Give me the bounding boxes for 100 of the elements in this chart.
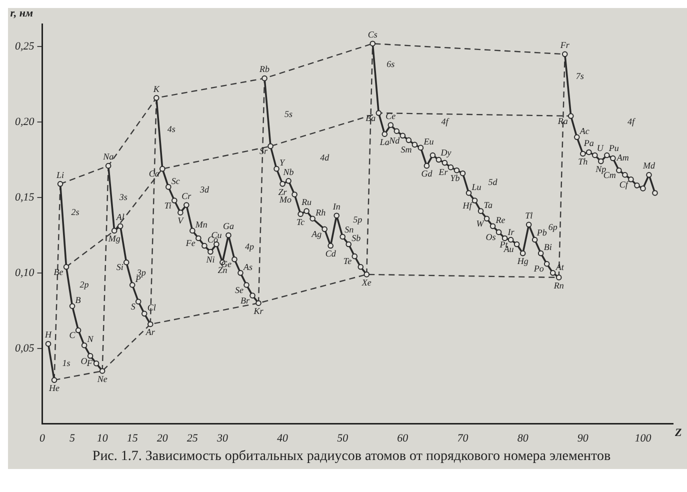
annotation: 3s [118, 192, 128, 202]
annotation: Na [102, 152, 114, 162]
annotation: Ca [148, 168, 160, 179]
annotation: Mg [107, 234, 121, 244]
annotation: Si [116, 262, 124, 272]
annotation: Fr [559, 40, 570, 50]
y-tick-label: 0,10 [15, 266, 35, 279]
annotation: 5p [353, 214, 363, 224]
annotation: Cr [182, 190, 192, 201]
x-tick-label: 10 [96, 432, 108, 444]
annotation: Re [494, 215, 506, 226]
annotation: K [152, 84, 160, 94]
annotation: 2s [71, 206, 80, 217]
annotation: Zr [278, 186, 288, 197]
annotation: Rn [552, 280, 564, 290]
annotation: H [44, 330, 52, 340]
annotation: Th [578, 156, 588, 167]
annotation: C [69, 330, 76, 340]
y-tick-label: 0,20 [15, 116, 35, 128]
annotation: Cd [325, 248, 336, 259]
annotation: Al [115, 212, 125, 222]
annotation: Ru [300, 196, 312, 207]
annotation: Nb [282, 166, 294, 177]
annotation: Gd [421, 168, 433, 179]
annotation: U [596, 143, 604, 154]
y-axis-title: r, нм [10, 7, 34, 20]
annotation: Cf [619, 179, 630, 190]
y-tick-label: 0,05 [15, 342, 35, 354]
x-tick-label: 15 [126, 432, 138, 444]
annotation: B [75, 294, 82, 305]
annotation: Ir [506, 227, 515, 238]
x-tick-label: 50 [337, 432, 349, 444]
y-tick-label: 0,15 [15, 191, 35, 204]
annotation: Te [343, 256, 352, 266]
annotation: 6s [386, 59, 396, 70]
annotation: Sb [352, 233, 362, 244]
annotation: V [178, 215, 185, 226]
annotation: 4f [627, 116, 636, 126]
annotation: Cl [147, 302, 156, 313]
annotation: Eu [422, 136, 434, 147]
annotation: Pb [536, 228, 548, 238]
annotation: Ce [386, 110, 396, 121]
annotation: Li [56, 170, 65, 180]
annotation: Ga [222, 221, 234, 232]
annotation: Ta [484, 200, 493, 210]
x-tick-label: 30 [216, 432, 228, 444]
annotation: Lu [470, 182, 482, 192]
annotation: 4d [320, 152, 330, 163]
annotation: 7s [576, 71, 584, 82]
annotation: La [378, 136, 390, 147]
annotation: Cs [368, 29, 378, 40]
annotation: Nd [388, 136, 400, 146]
x-axis-title: Z [674, 427, 682, 440]
annotation: N [86, 334, 94, 344]
annotation: Ra [556, 116, 568, 126]
annotation: In [332, 201, 341, 212]
annotation: Hf [462, 200, 474, 210]
annotation: F [86, 358, 93, 368]
annotation: At [554, 262, 564, 272]
annotation: Tc [296, 216, 305, 227]
annotation: Rb [258, 64, 270, 74]
x-tick-label: 80 [517, 432, 529, 444]
annotation: Po [532, 264, 544, 274]
annotation: Yb [450, 173, 460, 184]
annotation: Y [280, 158, 286, 168]
annotation: Sn [344, 224, 354, 235]
annotation: 3p [136, 267, 146, 278]
annotation: Dy [440, 148, 452, 158]
x-tick-label: 25 [186, 432, 198, 444]
annotation: Ni [205, 254, 216, 265]
annotation: Se [234, 284, 244, 295]
annotation: Ar [144, 327, 156, 338]
annotation: Ba [366, 112, 376, 123]
annotation: 4f [441, 116, 450, 126]
annotation: 6p [548, 222, 558, 232]
annotation: S [130, 301, 136, 312]
annotation: Kr [252, 306, 264, 316]
annotation: Os [486, 232, 496, 242]
annotation: Sm [400, 144, 412, 155]
annotation: Ag [310, 229, 322, 240]
annotation: 4s [167, 124, 176, 134]
annotation: Ac [578, 126, 590, 136]
annotation: W [476, 218, 486, 228]
x-tick-label: 0 [40, 432, 46, 444]
annotation: O [80, 356, 88, 366]
annotation: Bi [544, 242, 552, 252]
y-tick-label: 0,25 [15, 40, 35, 53]
annotation: Md [642, 160, 656, 171]
annotation: Sc [171, 176, 180, 186]
text: Рис. 1.7. Зависимость орбитальных радиусов атомов от порядкового номера элементов [91, 448, 612, 466]
annotation: Pa [582, 138, 594, 148]
annotation: He [48, 382, 60, 393]
annotation: Fe [184, 238, 196, 248]
x-tick-label: 90 [577, 432, 589, 444]
annotation: Tl [525, 210, 534, 221]
annotation: 5s [284, 108, 294, 119]
annotation: Hg [516, 256, 529, 266]
annotation: Pu [608, 143, 620, 154]
annotation: 4p [244, 242, 254, 252]
annotation: 3d [198, 184, 210, 194]
